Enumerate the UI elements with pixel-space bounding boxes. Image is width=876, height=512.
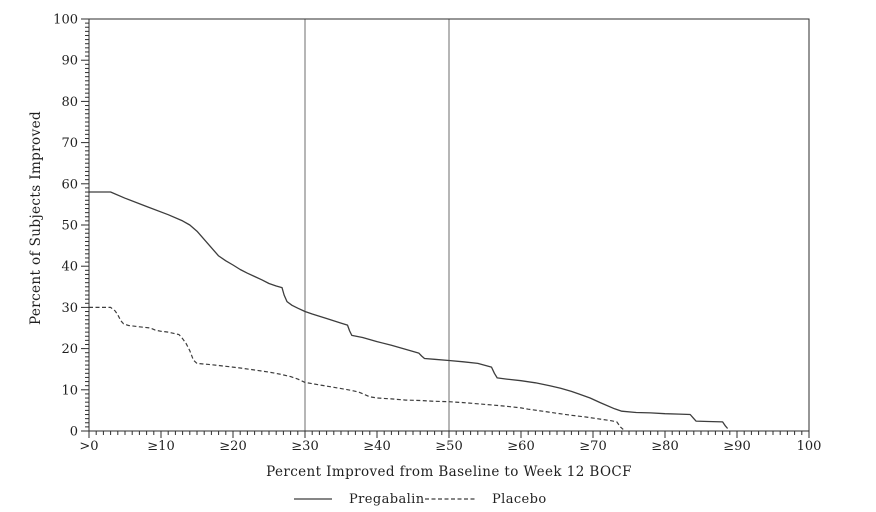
x-tick-label: ≥40 [363, 439, 390, 454]
y-tick-label: 60 [61, 177, 78, 192]
x-tick-label: >0 [79, 439, 98, 454]
x-tick-label: ≥30 [291, 439, 318, 454]
y-axis-title: Percent of Subjects Improved [28, 110, 44, 326]
dashed-line-sample-icon [425, 498, 475, 500]
y-tick-label: 30 [61, 301, 78, 316]
legend-item-pregabalin: Pregabalin [293, 490, 425, 508]
x-tick-label: ≥80 [651, 439, 678, 454]
y-tick-label: 50 [61, 219, 78, 234]
series-curve-placebo [89, 306, 624, 430]
legend-label-pregabalin: Pregabalin [349, 491, 425, 507]
y-tick-label: 80 [61, 95, 78, 110]
y-tick-label: 100 [53, 13, 78, 28]
y-tick-label: 90 [61, 54, 78, 69]
y-tick-label: 0 [70, 425, 78, 440]
legend-item-placebo: Placebo [424, 490, 547, 508]
y-tick-label: 70 [61, 136, 78, 151]
y-tick-label: 20 [61, 342, 78, 357]
x-tick-label: ≥20 [219, 439, 246, 454]
x-tick-label: ≥70 [579, 439, 606, 454]
x-tick-label: ≥50 [435, 439, 462, 454]
solid-line-sample-icon [294, 498, 332, 500]
x-axis-title: Percent Improved from Baseline to Week 1… [266, 464, 632, 480]
x-tick-label: ≥60 [507, 439, 534, 454]
x-tick-label: ≥90 [723, 439, 750, 454]
x-tick-label: 100 [797, 439, 822, 454]
y-tick-label: 10 [61, 383, 78, 398]
y-tick-label: 40 [61, 260, 78, 275]
legend-label-placebo: Placebo [492, 491, 547, 507]
series-curve-pregabalin [89, 191, 729, 429]
legend: Pregabalin Placebo [0, 490, 876, 510]
x-tick-label: ≥10 [147, 439, 174, 454]
